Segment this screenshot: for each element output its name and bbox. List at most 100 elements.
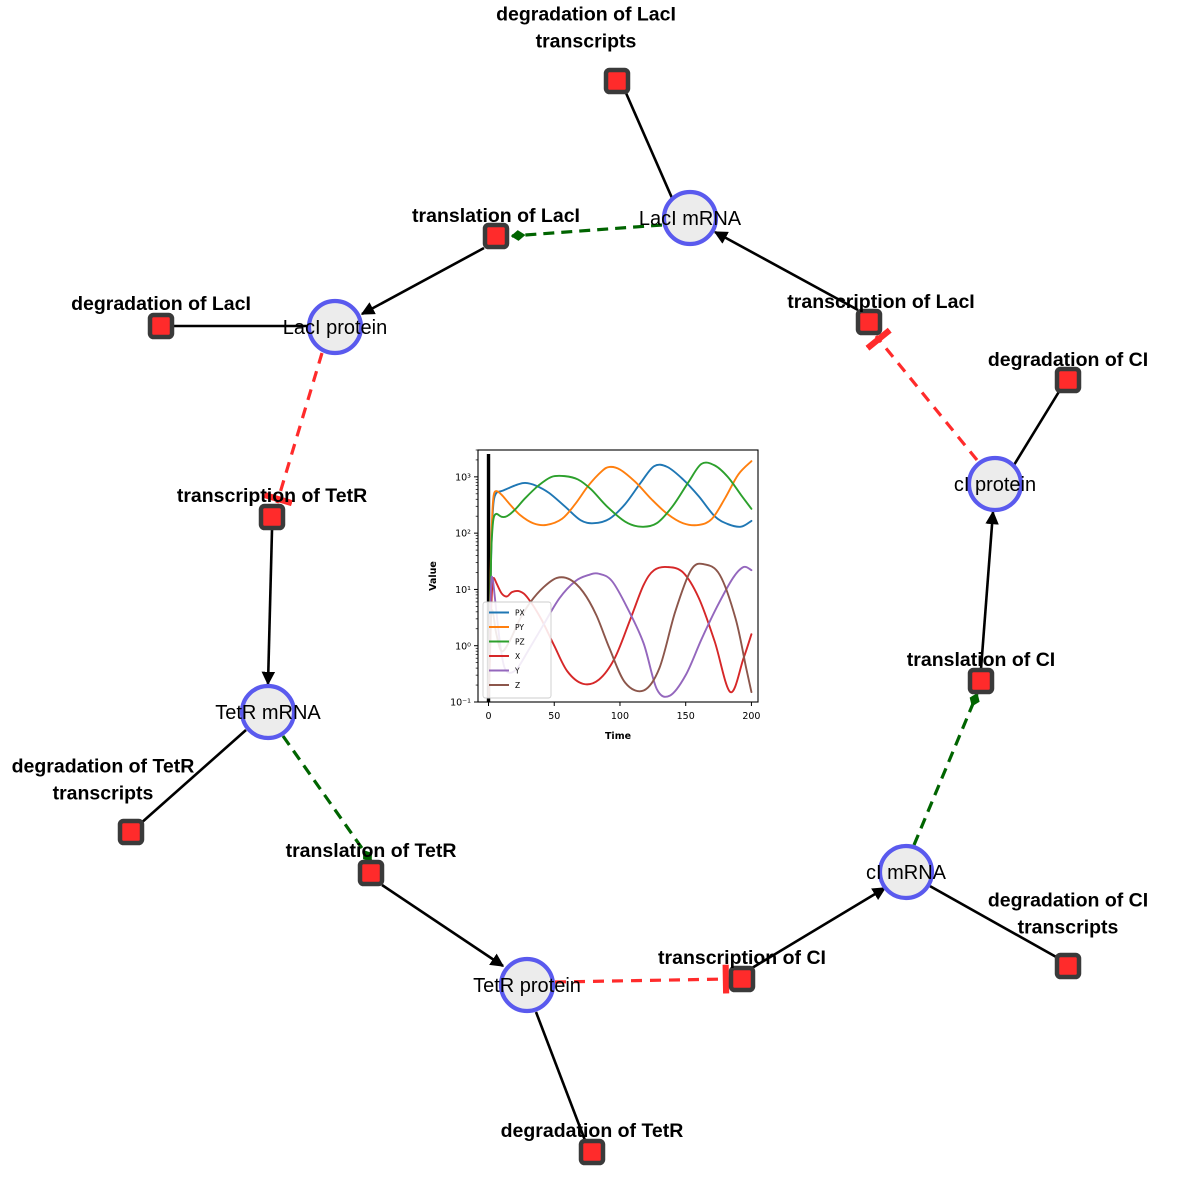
reaction-label: translation of TetR [286,840,457,862]
reaction-label: transcription of TetR [177,485,367,507]
species-node-laci_mrna[interactable] [661,189,719,247]
species-circle[interactable] [306,298,364,356]
legend-label-Y: Y [514,666,520,675]
edge-produce [381,883,505,968]
x-tick-label: 150 [677,711,695,722]
species-label: LacI mRNA [639,208,742,230]
species-circle[interactable] [661,189,719,247]
reaction-box[interactable] [482,222,510,250]
reaction-node-translation_tetr[interactable] [357,859,385,887]
reaction-box[interactable] [967,667,995,695]
reaction-node-transcription_ci[interactable] [728,965,756,993]
reaction-label: degradation of LacI [71,293,251,315]
edge-inhibition [865,327,979,462]
reaction-box[interactable] [728,965,756,993]
series-PY [487,460,753,699]
reaction-node-deg_tetr[interactable] [578,1138,606,1166]
species-node-ci_mrna[interactable] [877,843,935,901]
reaction-node-translation_laci[interactable] [482,222,510,250]
reaction-label: translation of CI [907,649,1055,671]
series-X [487,565,753,699]
reaction-label: degradation of TetR [12,756,195,778]
reaction-label: transcription of CI [658,947,826,969]
legend-box [482,601,552,699]
x-tick-label: 0 [485,711,491,722]
species-label: LacI protein [283,317,388,339]
node-layer [117,67,1082,1166]
edge-layer [139,92,1062,1144]
species-label: TetR protein [473,975,581,997]
edge-consume [624,92,674,199]
reaction-box[interactable] [1054,366,1082,394]
reaction-box[interactable] [1054,952,1082,980]
legend-label-PZ: PZ [515,637,525,646]
x-axis-title: Time [605,731,631,742]
y-tick-label: 10³ [455,472,471,483]
reaction-box[interactable] [147,312,175,340]
species-node-tetr_mrna[interactable] [239,683,297,741]
inset-timecourse-chart: 10⁻¹ 10⁰ 10¹ 10² 10³ 0 50 100 150 200 Time Value PX… [420,438,772,760]
legend-label-PY: PY [515,623,524,632]
series-Y [487,565,753,699]
reaction-label: degradation of CI [988,349,1148,371]
edge-produce [713,230,859,312]
species-circle[interactable] [498,956,556,1014]
reaction-label: transcription of LacI [787,291,974,313]
reaction-node-deg_laci_transcripts[interactable] [603,67,631,95]
edge-consume [534,1011,588,1144]
reaction-node-transcription_laci[interactable] [855,308,883,336]
edge-catalysis [510,223,663,241]
reaction-label: translation of LacI [412,205,580,227]
species-label: cI mRNA [866,862,947,884]
reaction-label: transcripts [53,783,154,805]
reaction-node-translation_ci[interactable] [967,667,995,695]
species-node-ci_protein[interactable] [966,455,1024,513]
chart-axis-layer: 10⁻¹ 10⁰ 10¹ 10² 10³ 0 50 100 150 200 Time Value [428,449,760,742]
edge-catalysis [912,692,980,846]
reaction-box[interactable] [117,818,145,846]
reaction-node-deg_tetr_transcripts[interactable] [117,818,145,846]
species-node-tetr_protein[interactable] [498,956,556,1014]
edge-produce [979,510,999,670]
edge-consume [927,883,1059,960]
reaction-box[interactable] [578,1138,606,1166]
edge-produce [751,886,887,970]
y-tick-label: 10¹ [455,585,471,596]
y-tick-label: 10⁰ [455,641,471,652]
species-circle[interactable] [239,683,297,741]
reaction-label: transcripts [1018,917,1119,939]
reaction-label: degradation of LacI [496,4,676,26]
legend-label-X: X [515,652,520,661]
edge-consume [1012,389,1062,466]
legend-label-PX: PX [515,608,525,617]
x-tick-label: 100 [611,711,629,722]
species-label: TetR mRNA [215,702,321,724]
edge-produce [261,529,276,686]
legend-label-Z: Z [515,681,520,690]
reaction-node-deg_laci[interactable] [147,312,175,340]
y-axis-title: Value [428,561,439,591]
series-PZ [487,461,753,699]
species-label: cI protein [954,474,1036,496]
chart-legend: PX PY PZ XYZ [482,601,552,699]
reaction-node-deg_ci[interactable] [1054,366,1082,394]
reaction-box[interactable] [357,859,385,887]
y-tick-label: 10⁻¹ [450,698,471,709]
reaction-box[interactable] [603,67,631,95]
edge-inhibition [554,964,731,994]
reaction-label-layer: degradation of LacI transcripts translatio… [12,4,1149,1143]
species-circle[interactable] [877,843,935,901]
reaction-box[interactable] [258,503,286,531]
reaction-label: degradation of CI [988,890,1148,912]
x-tick-label: 50 [548,711,560,722]
reaction-node-deg_ci_transcripts[interactable] [1054,952,1082,980]
reaction-box[interactable] [855,308,883,336]
edge-consume [139,729,247,825]
edge-catalysis [281,735,373,863]
species-circle[interactable] [966,455,1024,513]
reaction-node-transcription_tetr[interactable] [258,503,286,531]
edge-inhibition [263,352,324,507]
species-node-laci_protein[interactable] [306,298,364,356]
